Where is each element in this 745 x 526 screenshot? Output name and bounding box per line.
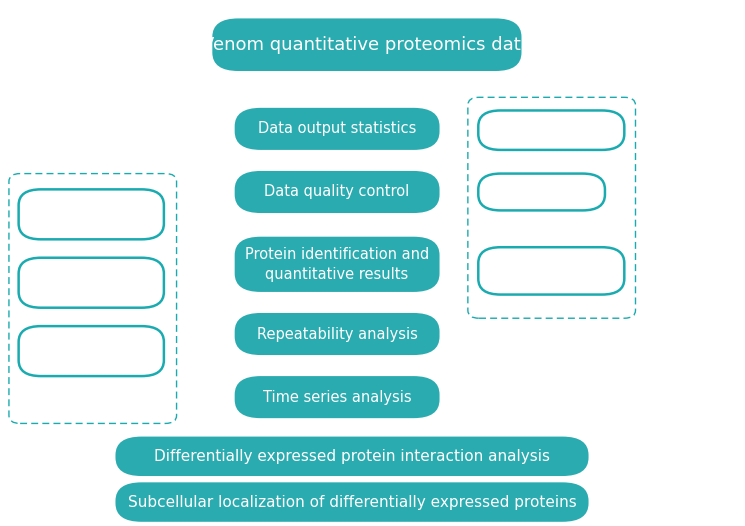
FancyBboxPatch shape [115,437,589,476]
Text: Data quality control: Data quality control [264,185,410,199]
FancyBboxPatch shape [235,237,440,292]
Text: Differentially expressed protein interaction analysis: Differentially expressed protein interac… [154,449,550,464]
Text: Venom quantitative proteomics data: Venom quantitative proteomics data [202,36,532,54]
Text: Time series analysis: Time series analysis [263,390,411,404]
FancyBboxPatch shape [235,376,440,418]
Text: Repeatability analysis: Repeatability analysis [257,327,417,341]
FancyBboxPatch shape [235,171,440,213]
FancyBboxPatch shape [235,313,440,355]
Text: Protein identification and
quantitative results: Protein identification and quantitative … [245,247,429,282]
Text: Data output statistics: Data output statistics [258,122,416,136]
FancyBboxPatch shape [235,108,440,150]
FancyBboxPatch shape [212,18,522,71]
FancyBboxPatch shape [115,482,589,522]
Text: Subcellular localization of differentially expressed proteins: Subcellular localization of differential… [127,494,577,510]
